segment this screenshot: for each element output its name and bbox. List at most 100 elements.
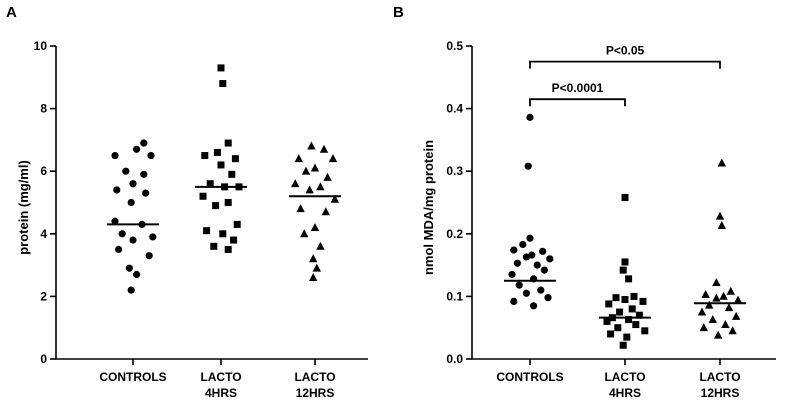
data-point (310, 222, 320, 231)
data-point (699, 323, 708, 332)
data-point (199, 192, 207, 200)
data-point (118, 230, 126, 238)
category-label: CONTROLS (99, 370, 166, 384)
data-point (533, 261, 541, 269)
data-point (625, 316, 633, 324)
data-point (712, 293, 721, 302)
y-tick-label: 4 (40, 227, 47, 241)
data-point (300, 229, 309, 238)
data-point (719, 291, 728, 300)
data-point (724, 303, 734, 312)
y-axis-title: nmol MDA/mg protein (421, 140, 436, 275)
data-point (605, 300, 613, 308)
data-point (224, 199, 232, 206)
data-point (203, 227, 211, 235)
y-tick-label: 0.1 (446, 289, 463, 303)
data-point (522, 253, 531, 261)
y-tick-label: 0.5 (446, 39, 463, 53)
data-point (213, 148, 221, 156)
data-point (733, 295, 743, 304)
significance-bracket (529, 60, 721, 69)
data-point (619, 266, 627, 274)
data-point (705, 300, 714, 309)
data-point (115, 245, 123, 254)
data-point (113, 186, 121, 194)
panel-a-plot: 0 2 4 6 8 10 protein (mg/ml) CONTROLS LACTO 4HRS L… (16, 39, 368, 400)
data-point (714, 330, 723, 339)
data-point (127, 198, 135, 207)
data-point (540, 266, 549, 274)
data-point (539, 247, 547, 255)
data-point (294, 154, 303, 163)
data-point (316, 182, 325, 191)
data-point (319, 144, 329, 153)
category-label: LACTO 12HRS (294, 370, 335, 400)
data-point (619, 341, 627, 349)
data-point (321, 207, 330, 216)
data-point (510, 246, 518, 254)
y-tick-label: 0.3 (446, 164, 463, 178)
data-point (231, 155, 239, 163)
y-tick-label: 6 (40, 164, 47, 178)
significance-label: P<0.0001 (552, 81, 604, 95)
y-tick-label: 0.0 (446, 352, 463, 366)
data-point (546, 255, 554, 263)
data-point (301, 166, 311, 175)
data-point (510, 297, 518, 306)
data-point (310, 163, 320, 172)
data-point (305, 185, 314, 194)
data-point (212, 202, 220, 210)
significance-label: P<0.05 (606, 44, 645, 58)
data-point (312, 263, 321, 272)
significance-bracket (529, 98, 626, 107)
data-point (530, 302, 538, 310)
data-point (625, 275, 633, 283)
data-point (129, 236, 137, 244)
data-point (233, 220, 241, 228)
data-point (614, 324, 622, 332)
data-point (623, 333, 631, 341)
data-point (728, 326, 737, 335)
data-point (715, 211, 725, 220)
data-point (330, 194, 339, 203)
data-point (129, 180, 137, 188)
panel-label-b: B (393, 4, 404, 21)
data-point (712, 278, 721, 287)
panel-b-plot: 0.0 0.1 0.2 0.3 0.4 0.5 nmol MDA/mg protein CON… (421, 39, 776, 400)
data-point (145, 252, 153, 260)
category-label: LACTO 12HRS (699, 370, 740, 400)
data-point (528, 251, 536, 259)
data-point (309, 254, 318, 263)
data-point (228, 170, 236, 178)
data-point (206, 180, 214, 188)
y-tick-label: 0.4 (446, 102, 463, 116)
data-point (621, 258, 629, 266)
data-point (316, 241, 325, 250)
data-point (697, 307, 707, 316)
data-point (217, 64, 225, 72)
category-label: LACTO 4HRS (200, 370, 241, 400)
data-point (140, 139, 148, 147)
y-tick-label: 0 (40, 352, 47, 366)
data-point (309, 273, 318, 282)
data-point (526, 113, 534, 121)
data-point (641, 327, 649, 335)
panel-label-a: A (6, 4, 17, 21)
data-point (140, 170, 148, 178)
y-axis-title: protein (mg/ml) (16, 160, 31, 255)
data-point (632, 321, 640, 329)
data-point (519, 240, 527, 249)
data-point (328, 154, 338, 163)
data-point (142, 189, 150, 197)
data-point (296, 204, 305, 213)
y-tick-label: 10 (34, 39, 48, 53)
data-point (219, 230, 227, 238)
data-point (224, 245, 232, 253)
data-point (125, 264, 133, 272)
data-point (522, 289, 531, 297)
data-point (721, 319, 730, 328)
data-point (210, 242, 218, 250)
data-point (201, 152, 209, 160)
data-point (133, 145, 141, 153)
data-point (515, 281, 523, 289)
